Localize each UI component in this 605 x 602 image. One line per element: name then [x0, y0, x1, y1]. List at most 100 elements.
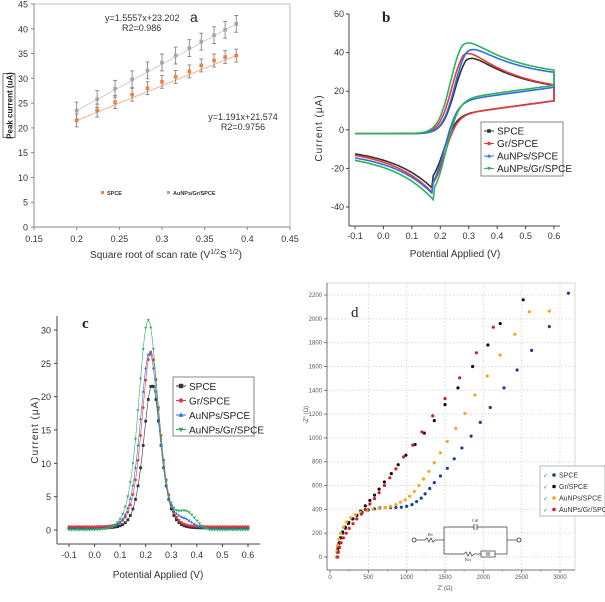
data-point [146, 352, 150, 356]
x-label-part: Square root of scan rate (V [90, 250, 210, 261]
data-point [136, 484, 140, 488]
data-point [223, 525, 227, 529]
data-point [113, 100, 117, 104]
x-tick-label: 0.2 [139, 550, 152, 560]
data-point [156, 409, 161, 412]
data-point [192, 516, 196, 520]
data-point [185, 517, 189, 521]
data-point [131, 483, 135, 487]
series-aunps-gr-spce [67, 318, 250, 532]
data-point [547, 309, 551, 313]
x-tick-label: 0.5 [216, 550, 229, 560]
legend-label: AuNPs/SPCE [497, 152, 558, 163]
data-point [187, 518, 191, 522]
data-point [388, 476, 392, 480]
data-point [108, 526, 112, 530]
panel-label-d: d [351, 305, 359, 321]
y-tick-label: 5 [46, 492, 51, 502]
data-point [182, 509, 186, 513]
data-point [234, 53, 239, 58]
data-point [210, 528, 214, 532]
data-point [82, 528, 86, 532]
data-point [121, 523, 125, 526]
equivalent-circuit-inset: Rs Cdl Rct W [411, 518, 522, 562]
data-point [141, 444, 145, 447]
data-point [95, 528, 99, 532]
data-point [160, 60, 164, 65]
data-point [95, 525, 99, 528]
data-point [403, 498, 407, 502]
data-point [377, 487, 381, 491]
data-point [139, 377, 143, 381]
data-point [195, 523, 199, 527]
data-point [133, 438, 138, 441]
data-point [420, 430, 424, 434]
data-point [136, 443, 140, 447]
data-point [146, 318, 150, 322]
data-point [200, 524, 204, 528]
data-point [93, 528, 97, 532]
data-point [432, 461, 436, 465]
legend-label: SPCE [497, 127, 525, 138]
legend-marker [178, 412, 184, 417]
y-tick-label: 1400 [309, 388, 323, 394]
legend-marker [487, 129, 491, 133]
data-point [213, 525, 217, 529]
data-point [103, 524, 107, 528]
data-point [190, 520, 194, 524]
data-point [95, 108, 99, 113]
data-point [212, 33, 216, 38]
data-point [566, 291, 571, 295]
data-point [128, 481, 132, 485]
x-tick-label: -0.1 [347, 231, 363, 241]
data-point [341, 536, 345, 540]
data-point [371, 507, 375, 511]
data-point [182, 516, 186, 519]
series-aunps-gr-spce [354, 42, 555, 202]
data-point [77, 525, 81, 529]
y-tick-label: 30 [18, 74, 28, 84]
data-point [205, 527, 209, 531]
y-tick-label: 5 [23, 198, 28, 208]
x-tick-label: 0.25 [111, 234, 129, 244]
data-point [197, 522, 201, 526]
data-point [98, 525, 102, 528]
x-tick-label: 0.6 [548, 231, 561, 241]
trend-line [76, 23, 237, 111]
data-point [336, 555, 340, 559]
data-point [162, 462, 166, 466]
data-point [521, 298, 525, 302]
y-tick-label: 15 [41, 426, 51, 436]
data-point [180, 523, 183, 526]
data-point [368, 502, 372, 506]
data-point [515, 368, 519, 372]
data-point [502, 386, 506, 390]
data-point [212, 58, 216, 63]
x-tick-label: 0.4 [241, 234, 254, 244]
data-point [121, 517, 125, 521]
legend-check-icon: ✓ [543, 496, 548, 503]
y-tick-label: -40 [331, 202, 344, 212]
y-tick-label: 2200 [309, 293, 323, 299]
data-point [231, 528, 235, 532]
data-point [87, 528, 91, 532]
data-point [394, 503, 398, 507]
data-point [118, 524, 122, 528]
data-point [471, 364, 475, 369]
x-label-part: S [220, 250, 227, 261]
data-point [438, 474, 442, 478]
y-tick-label: 400 [312, 507, 323, 513]
data-point [72, 525, 76, 529]
x-axis-label: Potential Applied (V) [410, 249, 501, 260]
data-point [85, 525, 89, 529]
x-label-part: ) [239, 250, 242, 261]
data-point [408, 494, 412, 498]
equation-text: y=1.5557x+23.202 [105, 13, 180, 23]
legend-label: SPCE [107, 191, 122, 197]
data-point [349, 516, 353, 520]
data-point [151, 348, 155, 351]
data-point [100, 525, 104, 528]
y-axis-label: -Z'' (Ω) [304, 406, 310, 424]
data-point [105, 527, 109, 531]
data-point [498, 353, 502, 357]
